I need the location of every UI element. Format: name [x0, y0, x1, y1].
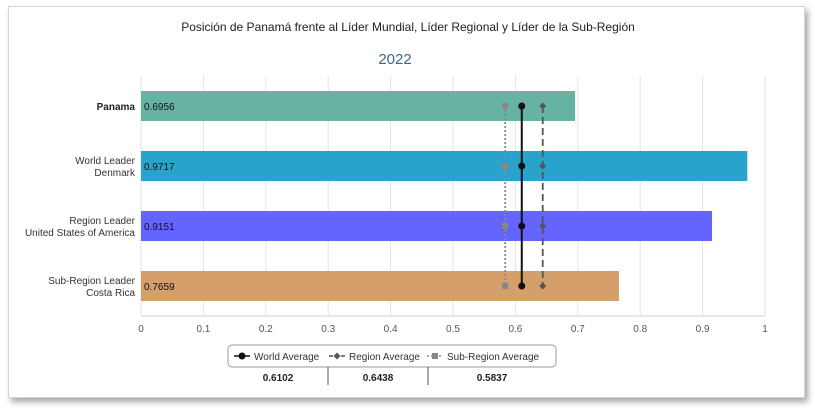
- reference-marker: [518, 162, 526, 170]
- legend-label: Sub-Region Average: [447, 352, 540, 363]
- category-label: Region Leader: [69, 216, 135, 227]
- reference-marker: [539, 282, 547, 290]
- bar: [141, 91, 576, 121]
- category-label: World Leader: [75, 156, 136, 167]
- x-tick-label: 0.1: [196, 324, 210, 335]
- reference-marker: [518, 282, 526, 290]
- x-tick-label: 0.2: [259, 324, 273, 335]
- x-tick-label: 0.5: [446, 324, 460, 335]
- reference-marker: [539, 222, 547, 230]
- chart-title: Posición de Panamá frente al Líder Mundi…: [181, 20, 635, 34]
- legend-marker: [432, 353, 438, 359]
- reference-marker: [518, 222, 526, 230]
- x-tick-label: 1: [762, 324, 768, 335]
- legend-value: 0.5837: [477, 373, 508, 384]
- reference-marker: [502, 103, 509, 109]
- category-label: Panama: [97, 102, 136, 113]
- reference-marker: [502, 283, 509, 289]
- bar-value-label: 0.7659: [144, 282, 175, 293]
- reference-marker: [539, 162, 547, 170]
- bar-value-label: 0.6956: [144, 102, 175, 113]
- legend-value: 0.6438: [363, 373, 394, 384]
- x-tick-label: 0: [138, 324, 144, 335]
- chart-subtitle: 2022: [378, 51, 411, 68]
- legend-label: World Average: [254, 352, 320, 363]
- bar-value-label: 0.9151: [144, 222, 175, 233]
- x-tick-label: 0.7: [571, 324, 585, 335]
- bar-value-label: 0.9717: [144, 162, 175, 173]
- x-tick-label: 0.8: [633, 324, 647, 335]
- legend-value: 0.6102: [263, 373, 294, 384]
- legend-label: Region Average: [349, 352, 420, 363]
- reference-marker: [502, 163, 509, 169]
- reference-marker: [502, 223, 509, 229]
- bar: [141, 271, 619, 301]
- legend-box: [227, 344, 557, 368]
- bar: [141, 211, 713, 241]
- x-tick-label: 0.6: [508, 324, 522, 335]
- bar: [141, 151, 748, 181]
- legend-marker: [238, 352, 246, 360]
- x-tick-label: 0.4: [384, 324, 398, 335]
- x-tick-label: 0.3: [321, 324, 335, 335]
- category-label: Denmark: [94, 168, 136, 179]
- legend-marker: [333, 352, 341, 360]
- category-label: United States of America: [25, 228, 135, 239]
- category-label: Sub-Region Leader: [48, 276, 135, 287]
- x-tick-label: 0.9: [696, 324, 710, 335]
- reference-marker: [539, 102, 547, 110]
- category-label: Costa Rica: [86, 288, 135, 299]
- reference-marker: [518, 102, 526, 110]
